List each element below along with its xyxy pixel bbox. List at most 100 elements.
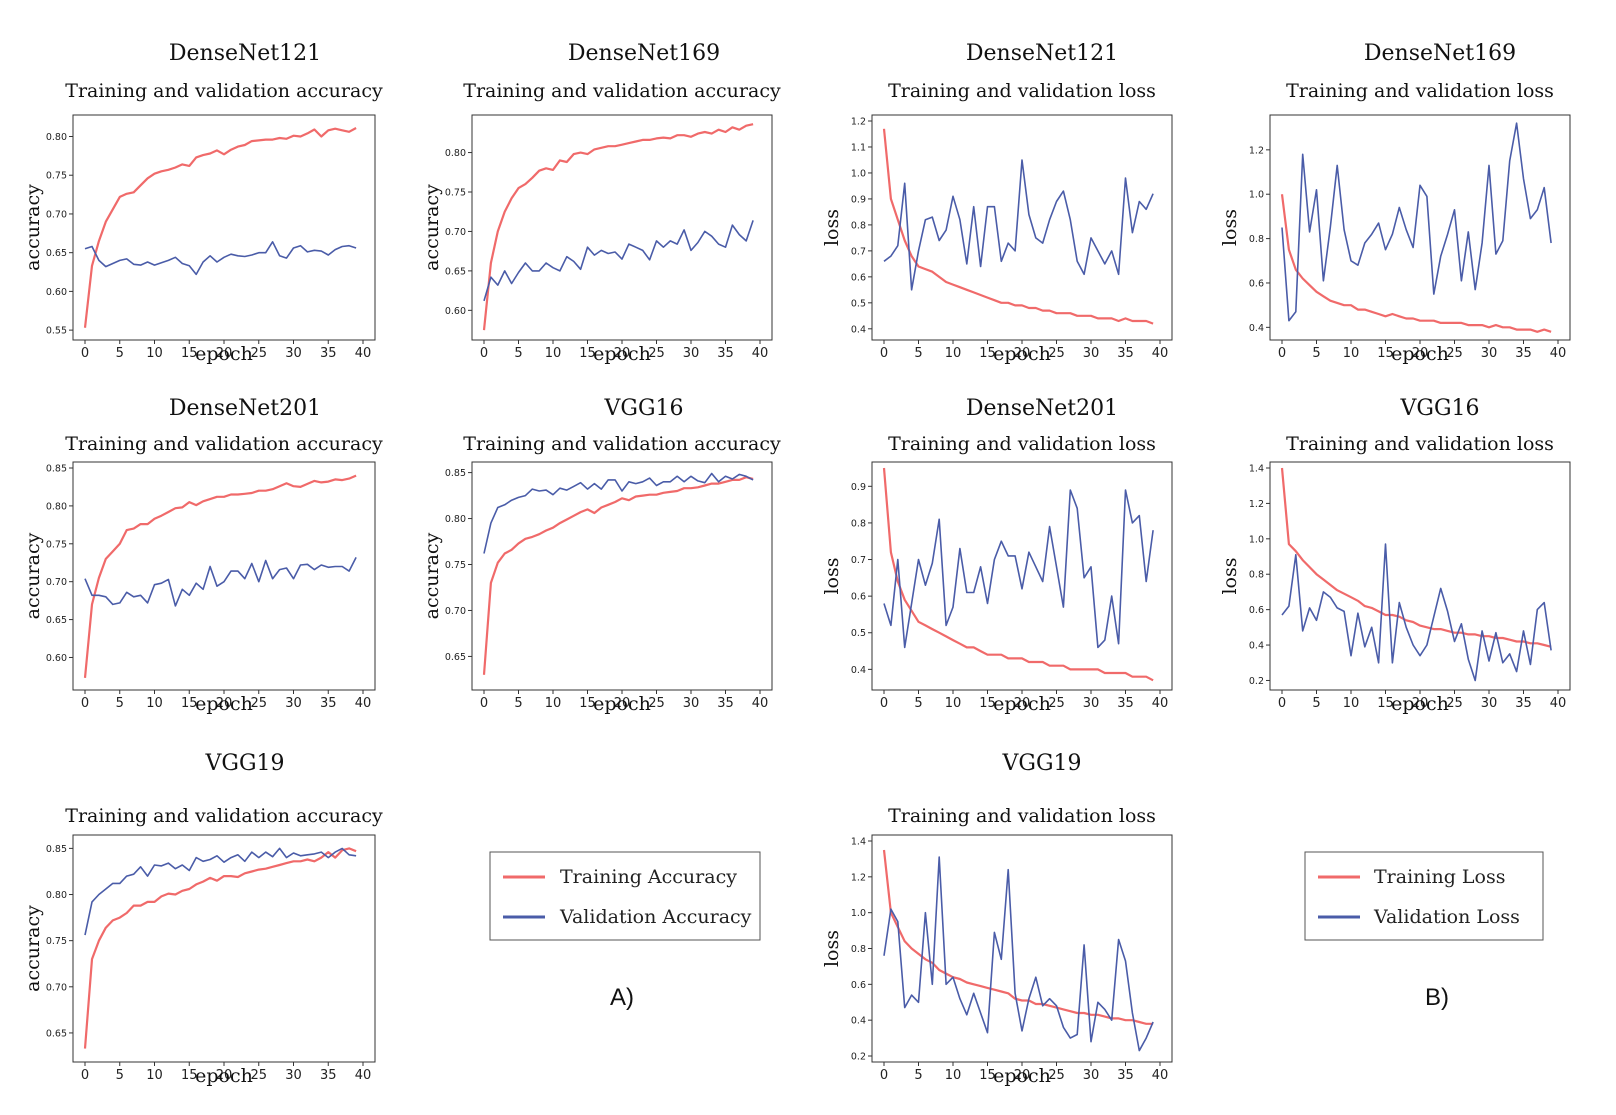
y-tick-label: 0.4 [1249, 641, 1264, 652]
x-tick-label: 20 [216, 696, 233, 711]
x-tick-label: 0 [81, 346, 89, 361]
x-axis-label: epoch [195, 1065, 253, 1087]
chart-subtitle: Training and validation accuracy [463, 80, 781, 102]
validation-series-line [84, 557, 357, 607]
y-tick-label: 0.85 [445, 468, 466, 479]
panel-label-b: B) [1425, 984, 1449, 1011]
y-tick-label: 0.70 [445, 227, 466, 238]
y-tick-label: 0.75 [46, 171, 67, 182]
chart-axes-frame [72, 114, 376, 341]
y-axis-label: accuracy [421, 532, 443, 619]
x-tick-label: 25 [1048, 346, 1065, 361]
x-tick-label: 5 [1312, 346, 1320, 361]
x-tick-label: 5 [914, 696, 922, 711]
x-tick-label: 5 [116, 346, 124, 361]
x-tick-label: 15 [979, 696, 996, 711]
x-tick-label: 30 [1083, 346, 1100, 361]
y-tick-label: 0.8 [1249, 234, 1264, 245]
y-tick-label: 0.4 [851, 665, 866, 676]
x-tick-label: 25 [648, 696, 665, 711]
x-tick-label: 35 [717, 346, 734, 361]
training-series-line [1280, 194, 1552, 333]
validation-series-line [1281, 543, 1552, 682]
y-tick-label: 1.4 [1249, 464, 1264, 475]
x-tick-label: 5 [514, 346, 522, 361]
y-tick-label: 0.7 [851, 246, 866, 257]
chart-model-title: VGG19 [1001, 751, 1081, 776]
validation-series-line [883, 489, 1154, 649]
x-tick-label: 25 [250, 346, 267, 361]
x-tick-label: 10 [945, 346, 962, 361]
chart-vgg16-loss: VGG16 Training and validation loss 0 5 10 15 2… [1219, 396, 1571, 715]
chart-vgg19-acc: VGG19 Training and validation accuracy 0 5 1… [22, 751, 383, 1087]
y-tick-label: 0.6 [1249, 605, 1264, 616]
chart-subtitle: Training and validation loss [888, 80, 1156, 102]
x-tick-label: 30 [1083, 696, 1100, 711]
legend-training-accuracy-label: Training Accuracy [560, 866, 737, 888]
x-axis-label: epoch [1391, 693, 1449, 715]
x-tick-label: 10 [945, 696, 962, 711]
validation-series-line [483, 472, 754, 554]
y-tick-label: 0.60 [46, 653, 67, 664]
chart-axes-frame [1269, 114, 1571, 341]
y-tick-label: 0.70 [46, 577, 67, 588]
y-axis-label: loss [1219, 557, 1241, 594]
x-tick-label: 35 [1515, 346, 1532, 361]
x-tick-label: 35 [320, 696, 337, 711]
legend-accuracy: Training Accuracy Validation Accuracy [489, 851, 761, 941]
x-tick-label: 35 [1117, 696, 1134, 711]
x-tick-label: 10 [1343, 346, 1360, 361]
y-tick-label: 0.9 [851, 194, 866, 205]
x-axis-label: epoch [993, 1065, 1051, 1087]
x-tick-label: 40 [1550, 696, 1567, 711]
training-series-line [882, 128, 1154, 325]
x-axis-label: epoch [195, 343, 253, 365]
x-tick-label: 10 [545, 346, 562, 361]
y-axis-label: loss [1219, 209, 1241, 246]
x-tick-label: 0 [480, 696, 488, 711]
training-series-line [83, 127, 357, 328]
training-series-line [1280, 467, 1552, 648]
validation-series-line [483, 220, 754, 302]
x-axis-label: epoch [593, 343, 651, 365]
x-tick-label: 40 [752, 346, 769, 361]
x-tick-label: 40 [355, 1068, 372, 1083]
x-tick-label: 20 [1412, 346, 1429, 361]
chart-dn201-acc: DenseNet201 Training and validation accur… [22, 396, 383, 715]
chart-dn201-loss: DenseNet201 Training and validation loss 0… [821, 396, 1173, 715]
x-tick-label: 35 [1117, 1068, 1134, 1083]
training-series-line [83, 847, 357, 1049]
x-tick-label: 0 [880, 1068, 888, 1083]
x-tick-label: 10 [146, 696, 163, 711]
y-tick-label: 0.65 [445, 266, 466, 277]
validation-series-line [1281, 122, 1552, 322]
y-tick-label: 0.65 [46, 615, 67, 626]
legend-training-loss-label: Training Loss [1374, 866, 1505, 888]
y-tick-label: 0.60 [445, 306, 466, 317]
y-tick-label: 0.4 [1249, 323, 1264, 334]
x-tick-label: 20 [1014, 696, 1031, 711]
x-tick-label: 25 [1446, 696, 1463, 711]
y-axis-label: loss [821, 557, 843, 594]
x-tick-label: 15 [979, 1068, 996, 1083]
x-tick-label: 25 [1048, 696, 1065, 711]
x-tick-label: 0 [880, 346, 888, 361]
chart-subtitle: Training and validation accuracy [65, 433, 383, 455]
y-axis-label: accuracy [22, 905, 44, 992]
x-tick-label: 40 [355, 346, 372, 361]
y-tick-label: 1.0 [851, 168, 866, 179]
x-axis-label: epoch [593, 693, 651, 715]
chart-model-title: VGG16 [603, 396, 683, 421]
y-tick-label: 0.55 [46, 326, 67, 337]
chart-model-title: VGG16 [1399, 396, 1479, 421]
x-tick-label: 10 [146, 346, 163, 361]
x-tick-label: 40 [752, 696, 769, 711]
y-tick-label: 0.70 [46, 209, 67, 220]
x-tick-label: 20 [614, 696, 631, 711]
x-tick-label: 15 [181, 1068, 198, 1083]
validation-series-line [883, 159, 1154, 291]
y-axis-label: accuracy [22, 184, 44, 271]
y-tick-label: 0.9 [851, 482, 866, 493]
chart-model-title: DenseNet169 [1364, 41, 1516, 66]
